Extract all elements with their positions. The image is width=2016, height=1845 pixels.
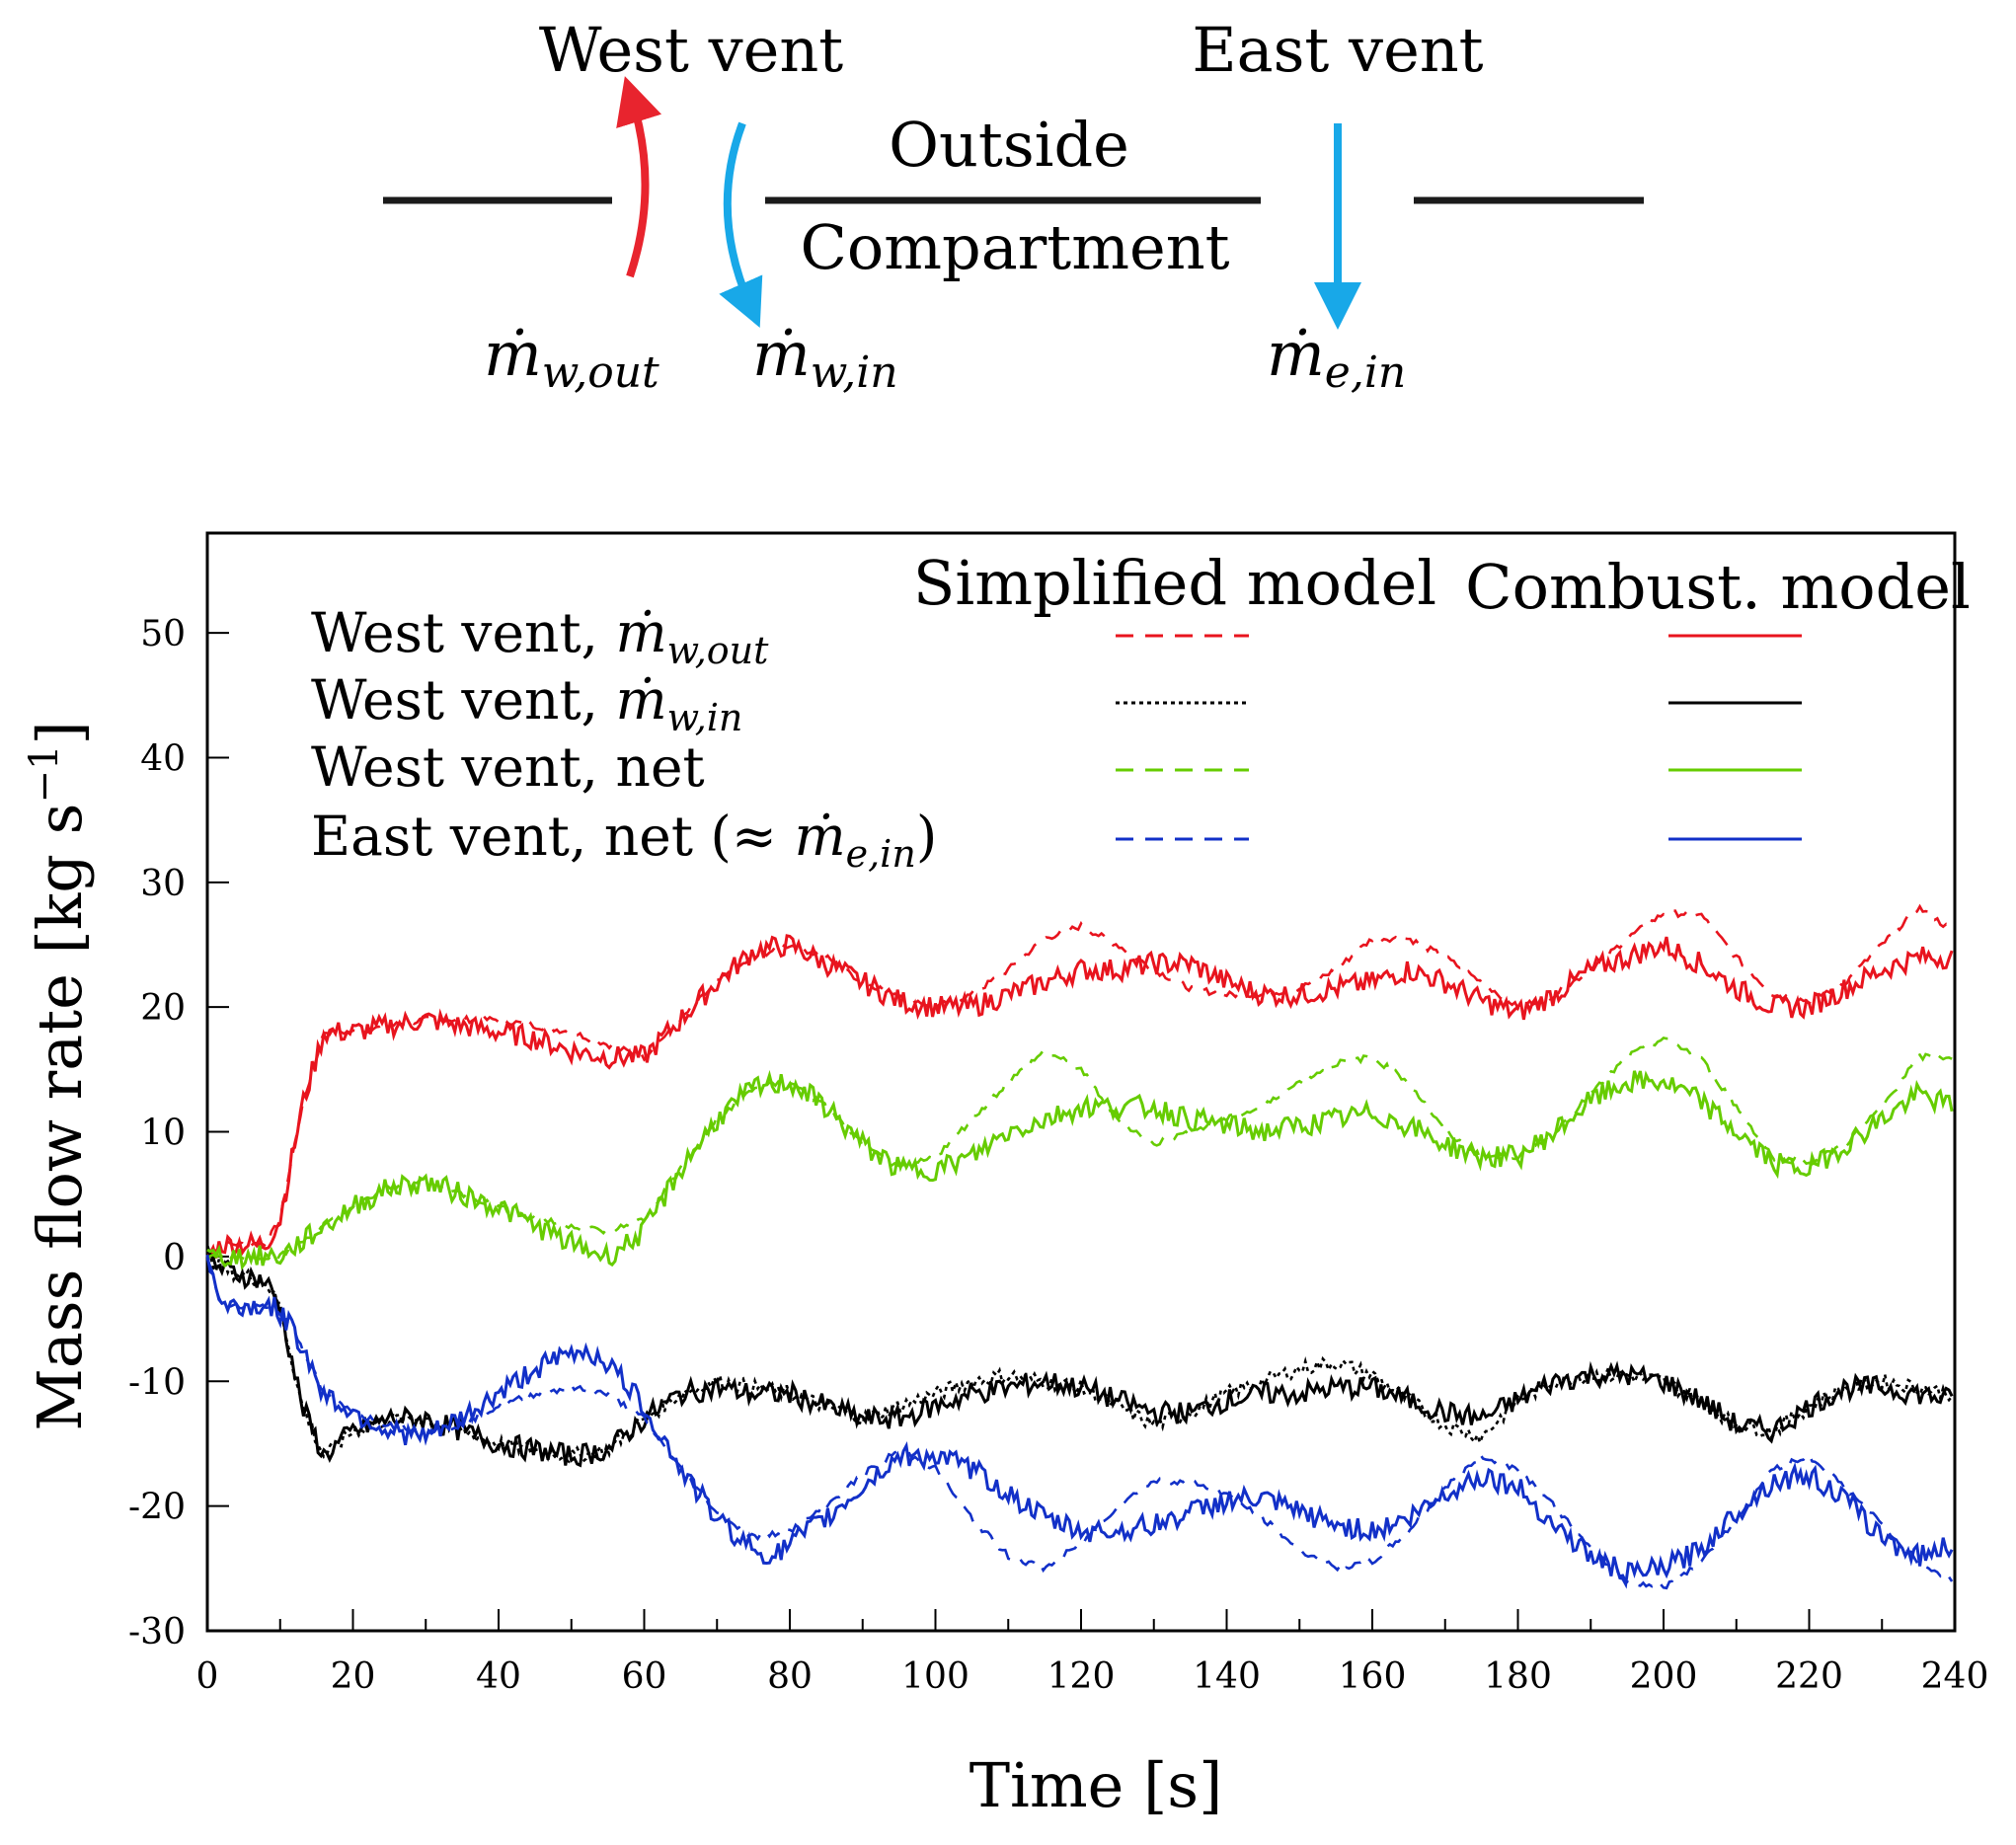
series-line-4 [206, 1036, 1953, 1262]
x-tick-label: 180 [1484, 1656, 1552, 1697]
x-tick-label: 140 [1193, 1656, 1261, 1697]
series-line-1 [205, 934, 1954, 1260]
legend-label-2: West vent, net [311, 735, 705, 799]
legend-header-combust: Combust. model [1465, 551, 1971, 623]
y-tick-label: -10 [128, 1362, 186, 1403]
legend-header-simplified: Simplified model [913, 547, 1436, 619]
w-out-label: ṁw,out [484, 318, 659, 398]
x-tick-label: 220 [1775, 1656, 1843, 1697]
legend-label-1: West vent, ṁw,in [311, 668, 742, 739]
west-outflow-arrow [616, 76, 662, 278]
series-line-5 [206, 1069, 1954, 1270]
series-line-3 [205, 1245, 1954, 1468]
series-line-0 [206, 903, 1953, 1258]
vent-diagram: West vent East vent Outside Compartment … [383, 14, 1644, 398]
y-tick-label: 10 [140, 1114, 186, 1154]
e-in-label: ṁe,in [1267, 318, 1406, 398]
legend: Simplified model Combust. model West ven… [311, 547, 1971, 876]
x-tick-label: 80 [767, 1656, 813, 1697]
y-tick-label: 20 [140, 988, 186, 1029]
y-tick-label: 40 [140, 738, 186, 779]
x-tick-label: 200 [1630, 1656, 1698, 1697]
y-tick-label: 50 [140, 614, 186, 654]
y-tick-label: -30 [128, 1612, 186, 1653]
y-axis-label: Mass flow rate [kg s−1] [22, 721, 96, 1430]
y-tick-label: 0 [163, 1238, 186, 1278]
series-layer [205, 903, 1954, 1590]
series-line-2 [206, 1250, 1954, 1464]
outside-label: Outside [889, 109, 1129, 181]
series-line-7 [205, 1254, 1954, 1589]
y-tick-label: 30 [140, 864, 186, 904]
y-tick-label: -20 [128, 1488, 186, 1528]
legend-label-3: East vent, net (≈ ṁe,in) [311, 805, 937, 876]
axis-ticks: 0 20 40 60 80 100 120 140 160 180 200 220 240-30-20-… [128, 614, 1988, 1697]
legend-label-0: West vent, ṁw,out [311, 601, 769, 672]
x-axis-label: Time [s] [969, 1749, 1223, 1821]
series-line-6 [205, 1258, 1954, 1590]
x-tick-label: 160 [1339, 1656, 1407, 1697]
x-tick-label: 240 [1921, 1656, 1989, 1697]
compartment-label: Compartment [800, 211, 1229, 283]
x-tick-label: 100 [901, 1656, 969, 1697]
x-tick-label: 40 [476, 1656, 521, 1697]
west-inflow-arrow [719, 121, 763, 328]
x-tick-label: 120 [1047, 1656, 1116, 1697]
mass-flow-chart: 0 20 40 60 80 100 120 140 160 180 200 220 240-30-20-… [22, 531, 1988, 1821]
w-in-label: ṁw,in [752, 318, 898, 398]
x-tick-label: 20 [331, 1656, 376, 1697]
east-vent-label: East vent [1192, 14, 1483, 86]
x-tick-label: 60 [622, 1656, 667, 1697]
x-tick-label: 0 [196, 1656, 219, 1697]
west-vent-label: West vent [539, 14, 843, 86]
